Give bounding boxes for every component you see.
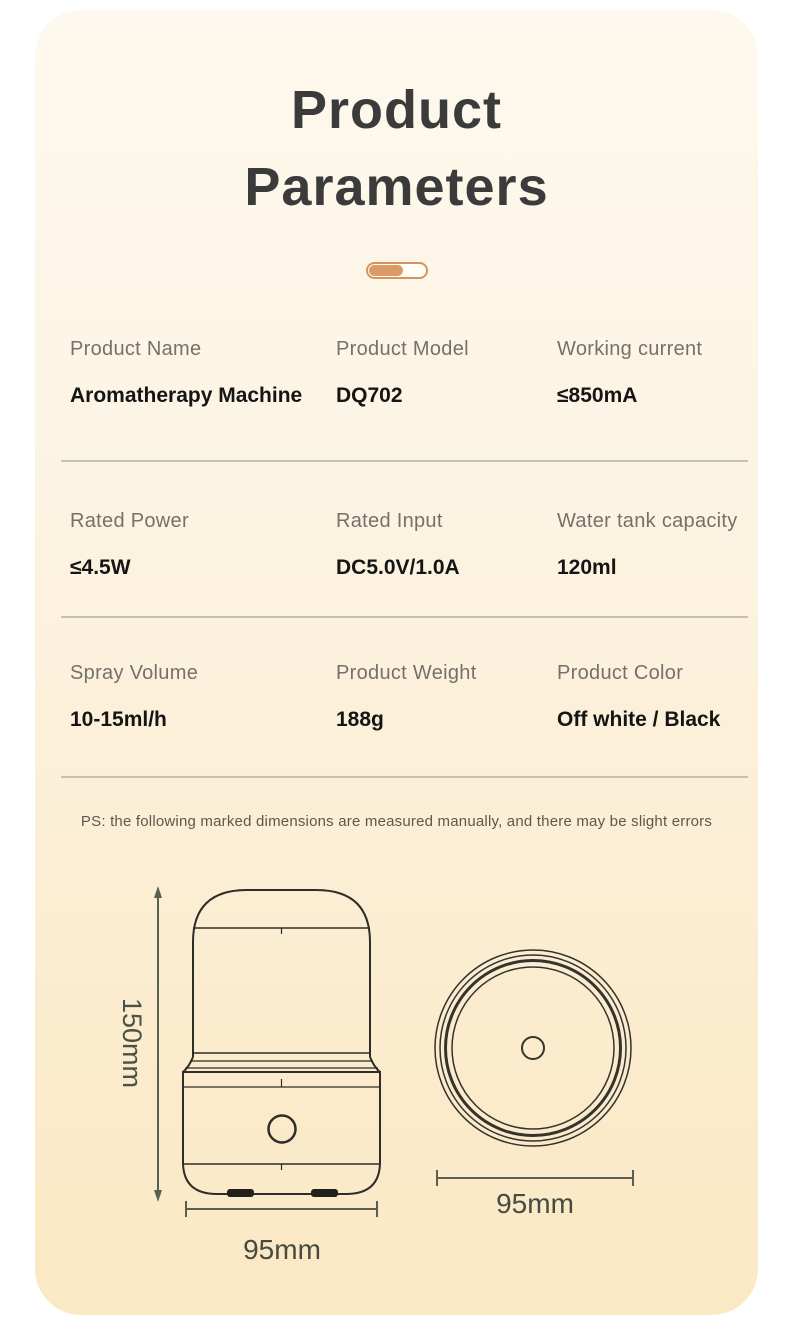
side-view-diagram: 150mm [117,886,381,1265]
mist-outlet-circle [521,1036,545,1060]
outer-ring [434,949,632,1147]
page-title-line2: Parameters [244,157,549,217]
parameter-working-current: Working current ≤850mA [557,337,758,409]
power-button-circle [267,1114,297,1144]
parameter-value: 10-15ml/h [70,708,167,731]
arrow-down-icon [154,1190,162,1202]
divider [61,460,748,462]
parameter-label: Water tank capacity [557,510,738,532]
parameter-water-tank-capacity: Water tank capacity 120ml [557,509,758,581]
page-title-line1: Product [290,80,502,140]
parameter-value: Aromatherapy Machine [70,384,303,407]
diameter-dimension-line [436,1170,634,1186]
parameter-label: Rated Power [70,510,189,532]
parameter-product-name: Product Name Aromatherapy Machine [70,337,330,409]
diameter-dimension-label: 95mm [496,1188,574,1219]
dimension-diagrams: 150mm [35,860,758,1315]
dimension-diagrams-svg: 150mm [117,886,634,1265]
tank-outline [192,889,371,1057]
parameter-rated-input: Rated Input DC5.0V/1.0A [336,509,551,581]
parameter-product-model: Product Model DQ702 [336,337,551,409]
ring-2 [439,954,627,1142]
device-side-outline [182,889,381,1195]
parameter-label: Rated Input [336,510,443,532]
page-title: Product Parameters [35,72,758,226]
device-top-outline [434,949,632,1147]
parameter-label: Product Name [70,338,202,360]
parameter-value: ≤4.5W [70,556,131,579]
parameter-label: Working current [557,338,703,360]
base-outline [182,1071,381,1195]
top-view-diagram: 95mm [434,949,634,1219]
progress-pill-fill [368,265,403,276]
width-dimension-line [185,1201,378,1217]
parameter-value: ≤850mA [557,384,638,407]
ring-3-thick [444,959,622,1137]
divider [61,776,748,778]
neck-right [369,1056,381,1073]
parameter-rated-power: Rated Power ≤4.5W [70,509,330,581]
parameter-label: Product Color [557,662,684,684]
parameter-value: DC5.0V/1.0A [336,556,460,579]
parameter-spray-volume: Spray Volume 10-15ml/h [70,661,330,733]
parameter-value: DQ702 [336,384,403,407]
parameter-product-color: Product Color Off white / Black [557,661,758,733]
height-dimension-label: 150mm [117,998,147,1088]
divider [61,616,748,618]
inner-ring [451,966,615,1130]
parameter-label: Spray Volume [70,662,199,684]
parameter-row: Product Name Aromatherapy Machine Produc… [35,337,758,427]
right-foot [311,1189,338,1197]
arrow-up-icon [154,886,162,898]
parameter-row: Rated Power ≤4.5W Rated Input DC5.0V/1.0… [35,509,758,599]
parameter-value: Off white / Black [557,708,721,731]
parameter-product-weight: Product Weight 188g [336,661,551,733]
parameter-value: 120ml [557,556,617,579]
parameter-value: 188g [336,708,384,731]
progress-pill-indicator [365,262,428,279]
parameter-row: Spray Volume 10-15ml/h Product Weight 18… [35,661,758,751]
parameter-label: Product Model [336,338,469,360]
parameter-label: Product Weight [336,662,477,684]
product-parameters-card: Product Parameters Product Name Aromathe… [35,10,758,1315]
left-foot [227,1189,254,1197]
neck-left [182,1056,194,1073]
width-dimension-label: 95mm [243,1234,321,1265]
measurement-note: PS: the following marked dimensions are … [80,813,713,830]
